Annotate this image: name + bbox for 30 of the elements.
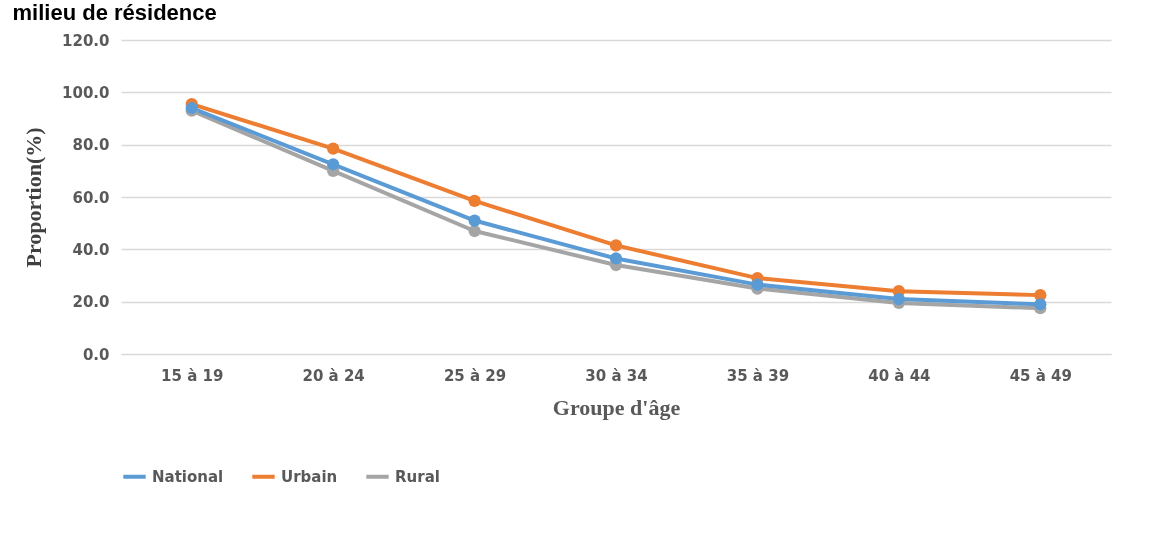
point [1034,298,1047,311]
y-tick-label: 20.0 [72,293,110,312]
legend-label: Urbain [281,467,338,486]
x-tick-label: 40 à 44 [868,366,931,385]
point [327,142,340,155]
y-tick-label: 60.0 [72,188,110,207]
x-tick-label: 15 à 19 [161,366,224,385]
x-tick-label: 35 à 39 [726,366,790,385]
y-tick-label: 80.0 [72,136,110,155]
point [609,239,623,252]
point [468,214,481,227]
legend-label: National [152,467,224,486]
chart-title: milieu de résidence [12,0,217,25]
point [892,292,905,306]
point [468,194,481,208]
y-axis-title: Proportion(%) [21,127,47,268]
point [751,278,764,291]
y-tick-label: 0.0 [82,345,110,364]
y-tick-label: 40.0 [72,240,110,259]
point [327,158,340,171]
point [468,224,481,238]
x-tick-label: 45 à 49 [1009,366,1072,385]
y-tick-label: 120.0 [62,31,110,50]
x-tick-label: 20 à 24 [302,366,365,385]
x-axis-title: Groupe d'âge [552,394,681,420]
point [609,252,623,265]
x-tick-label: 25 à 29 [443,366,507,385]
x-tick-label: 30 à 34 [585,366,648,385]
legend-label: Rural [395,467,440,486]
y-tick-label: 100.0 [62,83,110,102]
